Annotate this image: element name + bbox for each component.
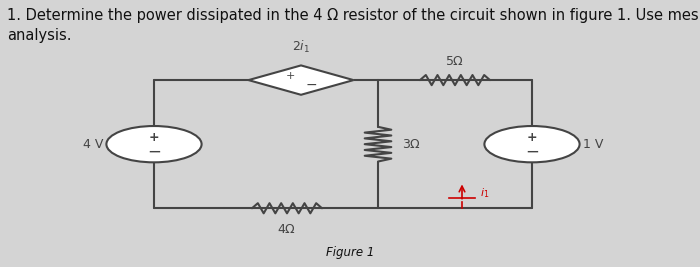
Text: −: − [306, 78, 317, 92]
Text: Figure 1: Figure 1 [326, 246, 374, 259]
Text: +: + [286, 71, 295, 81]
Polygon shape [248, 65, 354, 95]
Text: 4 V: 4 V [83, 138, 103, 151]
Text: $5\Omega$: $5\Omega$ [445, 55, 465, 68]
Text: 1 V: 1 V [583, 138, 603, 151]
Text: $2i_1$: $2i_1$ [292, 39, 310, 55]
Text: $3\Omega$: $3\Omega$ [402, 138, 421, 151]
Text: +: + [148, 131, 160, 144]
Text: −: − [147, 143, 161, 161]
Circle shape [106, 126, 202, 162]
Text: $i_1$: $i_1$ [480, 187, 489, 201]
Circle shape [484, 126, 580, 162]
Text: $4\Omega$: $4\Omega$ [277, 223, 297, 236]
Text: +: + [526, 131, 538, 144]
Text: −: − [525, 143, 539, 161]
Text: 1. Determine the power dissipated in the 4 Ω resistor of the circuit shown in fi: 1. Determine the power dissipated in the… [7, 8, 700, 43]
